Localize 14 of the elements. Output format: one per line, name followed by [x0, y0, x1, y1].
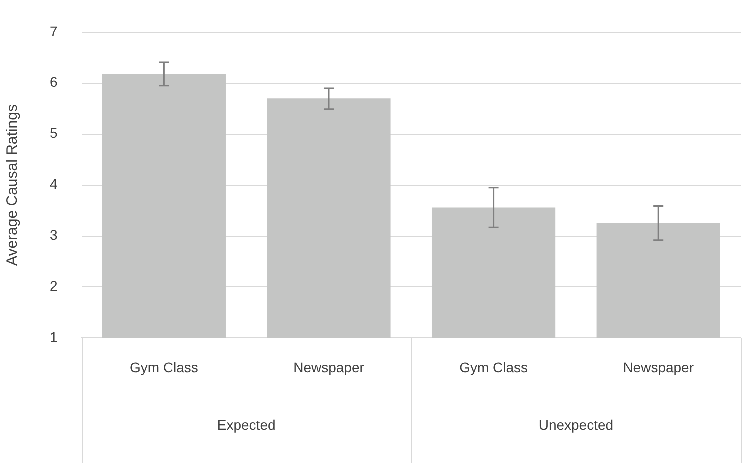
y-tick-label: 3 — [50, 227, 58, 244]
x-tick-label: Newspaper — [623, 359, 694, 376]
x-tick-label: Newspaper — [294, 359, 365, 376]
y-tick-label: 6 — [50, 74, 58, 90]
text: Expected — [217, 417, 276, 434]
y-axis-title: Average Causal Ratings — [4, 104, 22, 266]
y-tick-label: 4 — [50, 176, 58, 192]
x-tick-label: Gym Class — [460, 359, 528, 376]
x-tick-label: Gym Class — [130, 359, 198, 376]
y-tick-label: 7 — [50, 23, 58, 40]
y-tick-label: 5 — [50, 125, 58, 142]
y-tick-label: 1 — [50, 329, 58, 346]
y-tick-label: 2 — [50, 278, 58, 294]
text: Unexpected — [538, 417, 614, 434]
